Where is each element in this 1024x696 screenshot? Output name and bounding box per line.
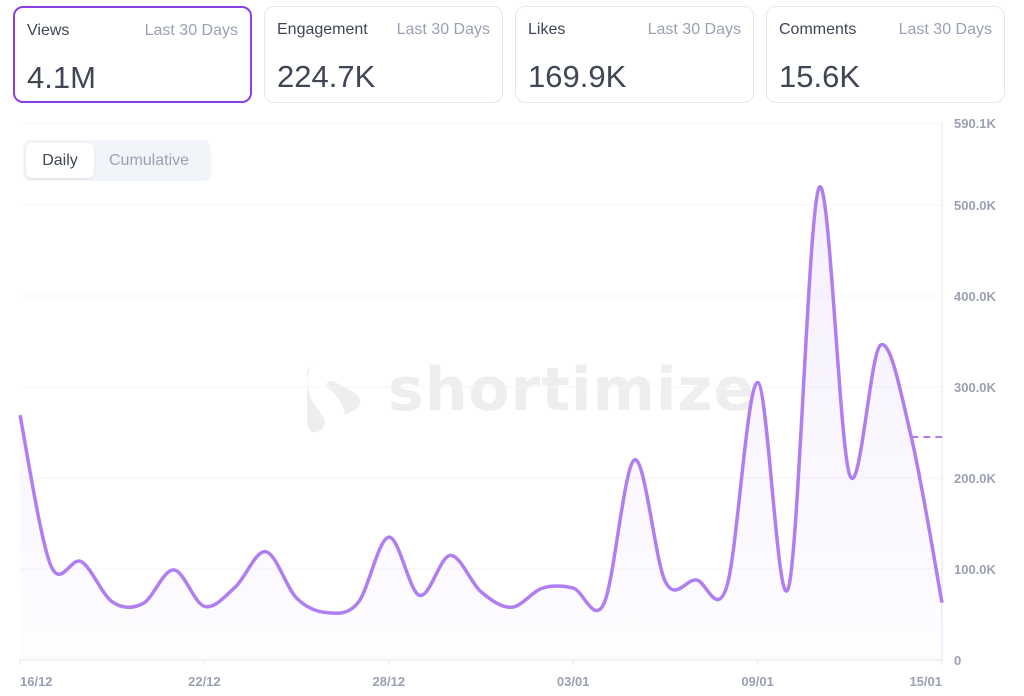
- x-tick-label: 28/12: [373, 674, 406, 689]
- y-tick-label: 590.1K: [954, 116, 997, 131]
- card-value: 169.9K: [528, 59, 627, 94]
- card-engagement[interactable]: Engagement Last 30 Days 224.7K: [264, 6, 503, 103]
- watermark-text: shortimize: [388, 355, 756, 425]
- card-value: 15.6K: [779, 59, 861, 94]
- card-period: Last 30 Days: [396, 21, 490, 38]
- series-line-views: [18, 185, 944, 615]
- card-period: Last 30 Days: [144, 22, 238, 39]
- y-tick-label: 400.0K: [954, 289, 997, 304]
- card-title: Engagement: [277, 21, 368, 38]
- toggle-daily[interactable]: Daily: [26, 143, 94, 178]
- x-tick-label: 16/12: [20, 674, 53, 689]
- x-tick-label: 09/01: [741, 674, 774, 689]
- toggle-cumulative[interactable]: Cumulative: [109, 152, 190, 169]
- card-likes[interactable]: Likes Last 30 Days 169.9K: [515, 6, 754, 103]
- y-tick-label: 300.0K: [954, 380, 997, 395]
- card-comments[interactable]: Comments Last 30 Days 15.6K: [766, 6, 1005, 103]
- shortimize-logo-icon: [307, 365, 361, 433]
- y-tick-label: 100.0K: [954, 562, 997, 577]
- card-period: Last 30 Days: [647, 21, 741, 38]
- y-tick-label: 0: [954, 653, 961, 668]
- card-value: 4.1M: [27, 60, 96, 95]
- card-period: Last 30 Days: [898, 21, 992, 38]
- y-tick-label: 200.0K: [954, 471, 997, 486]
- area-fill: [20, 186, 942, 660]
- x-tick-label: 22/12: [188, 674, 221, 689]
- card-title: Comments: [779, 21, 857, 38]
- card-value: 224.7K: [277, 59, 376, 94]
- card-views[interactable]: Views Last 30 Days 4.1M: [13, 6, 252, 103]
- card-title: Likes: [528, 21, 566, 38]
- x-tick-label: 03/01: [557, 674, 590, 689]
- view-toggle: Daily Cumulative: [23, 140, 211, 181]
- watermark: shortimize: [300, 355, 756, 433]
- card-title: Views: [27, 22, 70, 39]
- y-tick-label: 500.0K: [954, 198, 997, 213]
- x-tick-label: 15/01: [909, 674, 942, 689]
